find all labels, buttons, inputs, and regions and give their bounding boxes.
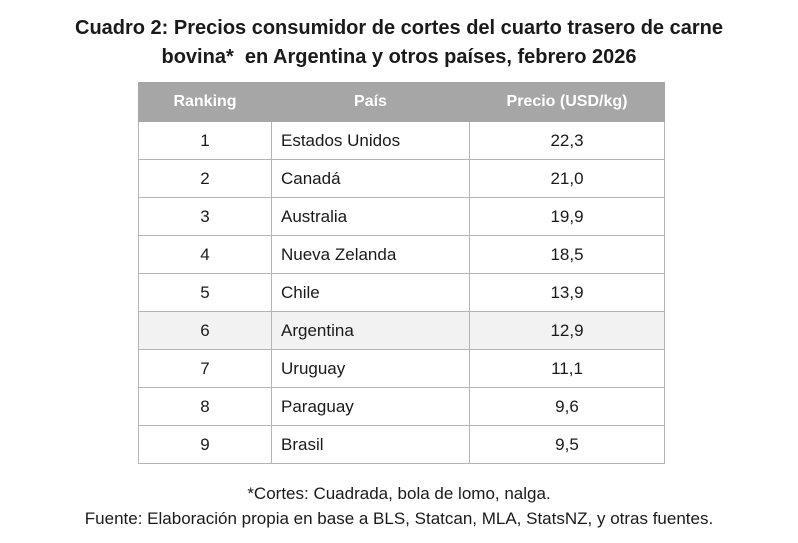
column-header-ranking: Ranking: [138, 82, 272, 122]
country-cell: Canadá: [271, 159, 470, 198]
price-cell: 9,6: [469, 387, 665, 426]
country-cell: Nueva Zelanda: [271, 235, 470, 274]
country-cell: Chile: [271, 273, 470, 312]
table-notes: *Cortes: Cuadrada, bola de lomo, nalga. …: [0, 481, 798, 531]
country-cell: Brasil: [271, 425, 470, 464]
price-cell: 9,5: [469, 425, 665, 464]
column-header-price: Precio (USD/kg): [469, 82, 665, 122]
price-cell: 22,3: [469, 121, 665, 160]
price-cell: 11,1: [469, 349, 665, 388]
rank-cell: 9: [138, 425, 272, 464]
table-row: 8 Paraguay 9,6: [138, 387, 665, 426]
table-header-row: Ranking País Precio (USD/kg): [138, 82, 665, 122]
country-cell: Uruguay: [271, 349, 470, 388]
table-row: 9 Brasil 9,5: [138, 425, 665, 464]
table-row: 3 Australia 19,9: [138, 197, 665, 236]
rank-cell: 1: [138, 121, 272, 160]
price-cell: 12,9: [469, 311, 665, 350]
country-cell: Argentina: [271, 311, 470, 350]
price-cell: 18,5: [469, 235, 665, 274]
country-cell: Estados Unidos: [271, 121, 470, 160]
table-row: 1 Estados Unidos 22,3: [138, 121, 665, 160]
country-cell: Paraguay: [271, 387, 470, 426]
price-cell: 19,9: [469, 197, 665, 236]
rank-cell: 3: [138, 197, 272, 236]
cuts-footnote: *Cortes: Cuadrada, bola de lomo, nalga.: [247, 484, 551, 503]
rank-cell: 7: [138, 349, 272, 388]
rank-cell: 4: [138, 235, 272, 274]
rank-cell: 6: [138, 311, 272, 350]
source-note: Fuente: Elaboración propia en base a BLS…: [84, 509, 714, 528]
table-title-line-2: bovina* en Argentina y otros países, feb…: [161, 46, 637, 68]
price-cell: 13,9: [469, 273, 665, 312]
rank-cell: 8: [138, 387, 272, 426]
rank-cell: 2: [138, 159, 272, 198]
table-row-highlighted: 6 Argentina 12,9: [138, 311, 665, 350]
price-cell: 21,0: [469, 159, 665, 198]
rank-cell: 5: [138, 273, 272, 312]
table-row: 7 Uruguay 11,1: [138, 349, 665, 388]
table-row: 4 Nueva Zelanda 18,5: [138, 235, 665, 274]
column-header-country: País: [271, 82, 470, 122]
table-title: Cuadro 2: Precios consumidor de cortes d…: [0, 14, 798, 72]
table-title-line-1: Cuadro 2: Precios consumidor de cortes d…: [75, 17, 723, 39]
table-row: 2 Canadá 21,0: [138, 159, 665, 198]
country-cell: Australia: [271, 197, 470, 236]
table-row: 5 Chile 13,9: [138, 273, 665, 312]
price-ranking-table: Ranking País Precio (USD/kg) 1 Estados U…: [138, 82, 665, 464]
